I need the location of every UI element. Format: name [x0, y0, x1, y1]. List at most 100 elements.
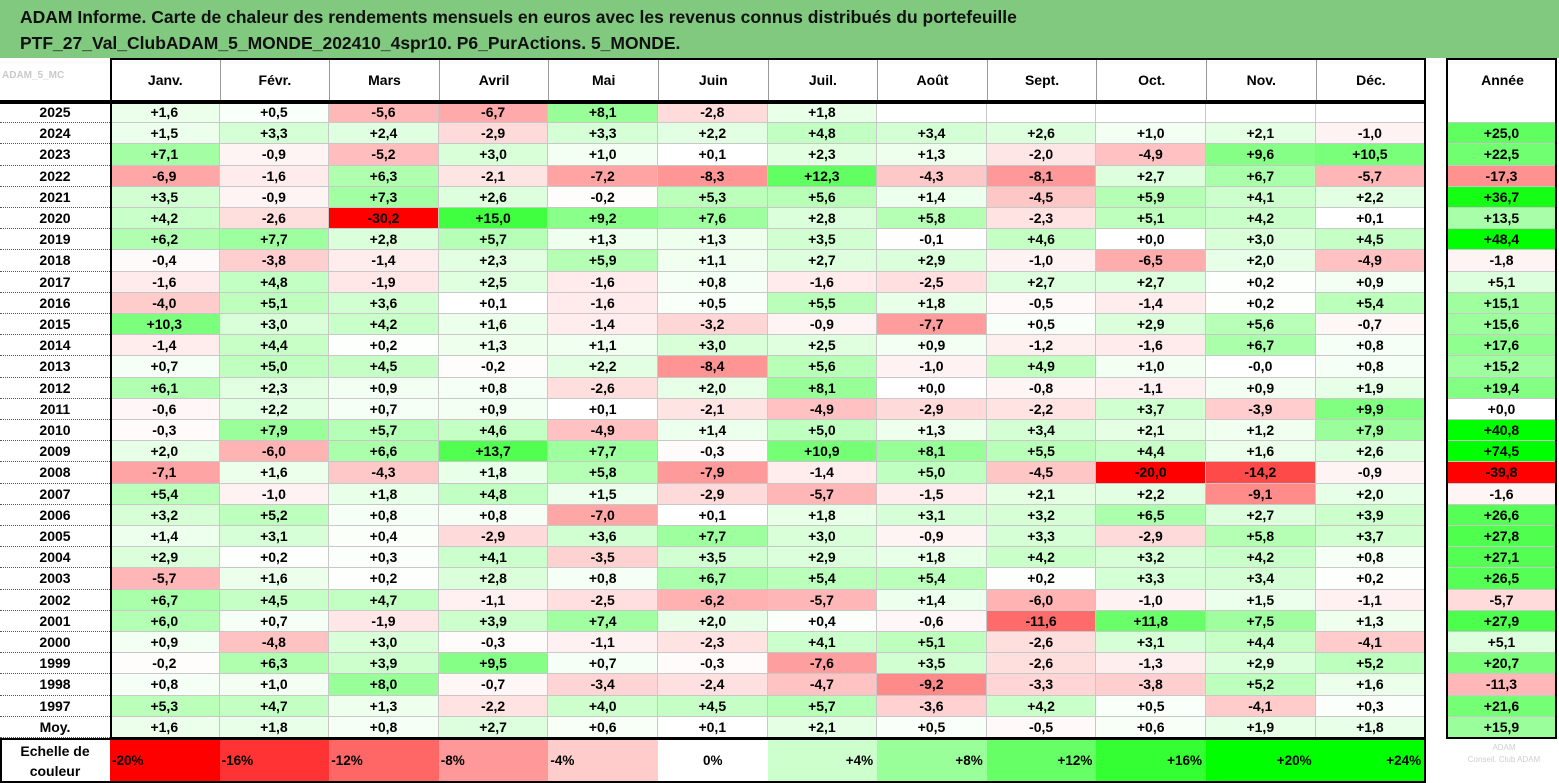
heatmap-cell: +1,3: [877, 144, 987, 166]
heatmap-cell: +0,5: [1096, 695, 1206, 717]
heatmap-cell: +4,9: [986, 356, 1097, 378]
heatmap-cell: +4,1: [767, 632, 878, 654]
heatmap-cell: +0,2: [329, 568, 439, 590]
heatmap-cell: +3,5: [877, 653, 987, 675]
heatmap-cell: -8,4: [658, 356, 768, 378]
heatmap-cell: +4,8: [219, 271, 330, 293]
year-label: 2021: [0, 187, 110, 208]
annual-cell: [1447, 102, 1557, 124]
annual-cell: +74,5: [1447, 441, 1557, 463]
average-cell: +0,1: [658, 716, 768, 738]
heatmap-cell: +0,7: [219, 610, 330, 632]
heatmap-cell: +1,4: [877, 186, 987, 208]
heatmap-cell: +4,5: [329, 356, 439, 378]
annual-cell: +27,9: [1447, 610, 1557, 632]
year-label: 2019: [0, 229, 110, 251]
heatmap-cell: +7,7: [219, 229, 330, 251]
heatmap-cell: +1,4: [658, 420, 768, 442]
heatmap-cell: -0,3: [438, 632, 549, 654]
heatmap-cell: -0,7: [438, 674, 549, 696]
heatmap-cell: +2,2: [1315, 186, 1426, 208]
heatmap-cell: +10,9: [767, 441, 878, 463]
annual-cell: +20,7: [1447, 653, 1557, 675]
heatmap-cell: +4,6: [986, 229, 1097, 251]
heatmap-cell: +5,4: [877, 568, 987, 590]
legend-step: +24%: [1315, 739, 1426, 783]
heatmap-cell: +0,1: [658, 144, 768, 166]
year-label: 2001: [0, 611, 110, 632]
heatmap-cell: -4,9: [548, 420, 658, 442]
heatmap-cell: +2,5: [438, 271, 549, 293]
annual-cell: -11,3: [1447, 674, 1557, 696]
heatmap-cell: -1,1: [438, 589, 549, 611]
heatmap-cell: +13,7: [438, 441, 549, 463]
year-label: 2013: [0, 356, 110, 378]
heatmap-cell: +0,7: [329, 398, 439, 420]
heatmap-cell: +5,2: [1315, 653, 1426, 675]
annual-cell: +15,1: [1447, 292, 1557, 314]
column-header: Août: [877, 58, 987, 102]
heatmap-cell: [986, 102, 1097, 124]
heatmap-cell: +6,3: [219, 653, 330, 675]
heatmap-cell: +4,0: [548, 695, 658, 717]
heatmap-cell: +1,0: [1096, 123, 1206, 145]
legend-label-line2: couleur: [29, 763, 81, 779]
heatmap-cell: +3,4: [877, 123, 987, 145]
heatmap-cell: +3,2: [986, 504, 1097, 526]
year-label: 2008: [0, 462, 110, 484]
heatmap-cell: +1,4: [110, 526, 220, 548]
column-header: Mai: [548, 58, 658, 102]
heatmap-cell: +0,8: [329, 504, 439, 526]
heatmap-cell: +7,7: [658, 526, 768, 548]
heatmap-cell: -7,0: [548, 504, 658, 526]
heatmap-cell: +4,4: [1206, 632, 1316, 654]
legend-step: -8%: [438, 739, 549, 783]
heatmap-cell: +1,8: [767, 504, 878, 526]
heatmap-cell: +2,6: [986, 123, 1097, 145]
heatmap-cell: +6,0: [110, 610, 220, 632]
heatmap-cell: +2,2: [548, 356, 658, 378]
heatmap-cell: +3,5: [110, 186, 220, 208]
heatmap-cell: -1,0: [219, 483, 330, 505]
heatmap-cell: -6,0: [986, 589, 1097, 611]
legend-step: -4%: [548, 739, 658, 783]
heatmap-cell: -2,3: [986, 208, 1097, 230]
heatmap-cell: -1,4: [110, 335, 220, 357]
heatmap-cell: -6,5: [1096, 250, 1206, 272]
heatmap-cell: -2,1: [438, 165, 549, 187]
report-title: ADAM Informe. Carte de chaleur des rende…: [0, 0, 1559, 58]
heatmap-cell: +1,6: [1206, 441, 1316, 463]
heatmap-cell: +2,3: [219, 377, 330, 399]
heatmap-cell: +0,8: [438, 377, 549, 399]
year-label: 2010: [0, 420, 110, 442]
heatmap-cell: -5,2: [329, 144, 439, 166]
heatmap-cell: -1,0: [877, 356, 987, 378]
column-header: Févr.: [219, 58, 330, 102]
heatmap-cell: +2,1: [986, 483, 1097, 505]
annual-column-header: Année: [1447, 58, 1557, 102]
heatmap-cell: -0,9: [877, 526, 987, 548]
year-label: 2009: [0, 441, 110, 463]
year-label: 2011: [0, 399, 110, 420]
year-label: 1997: [0, 696, 110, 717]
heatmap-cell: +3,4: [1206, 568, 1316, 590]
heatmap-cell: +2,0: [1206, 250, 1316, 272]
heatmap-cell: +0,2: [219, 547, 330, 569]
heatmap-cell: +2,2: [1096, 483, 1206, 505]
heatmap-cell: +3,5: [767, 229, 878, 251]
heatmap-cell: +4,2: [1206, 547, 1316, 569]
heatmap-cell: +10,3: [110, 314, 220, 336]
annual-cell: +17,6: [1447, 335, 1557, 357]
heatmap-cell: +1,6: [438, 314, 549, 336]
heatmap-cell: +0,9: [1206, 377, 1316, 399]
heatmap-cell: -4,0: [110, 292, 220, 314]
heatmap-cell: -6,7: [438, 102, 549, 124]
heatmap-cell: -4,5: [986, 186, 1097, 208]
heatmap-cell: -5,7: [767, 483, 878, 505]
heatmap-cell: +3,3: [548, 123, 658, 145]
column-header: Déc.: [1315, 58, 1426, 102]
annual-cell: -39,8: [1447, 462, 1557, 484]
annual-cell: +0,0: [1447, 398, 1557, 420]
heatmap-cell: +2,9: [767, 547, 878, 569]
year-label: 2018: [0, 250, 110, 272]
